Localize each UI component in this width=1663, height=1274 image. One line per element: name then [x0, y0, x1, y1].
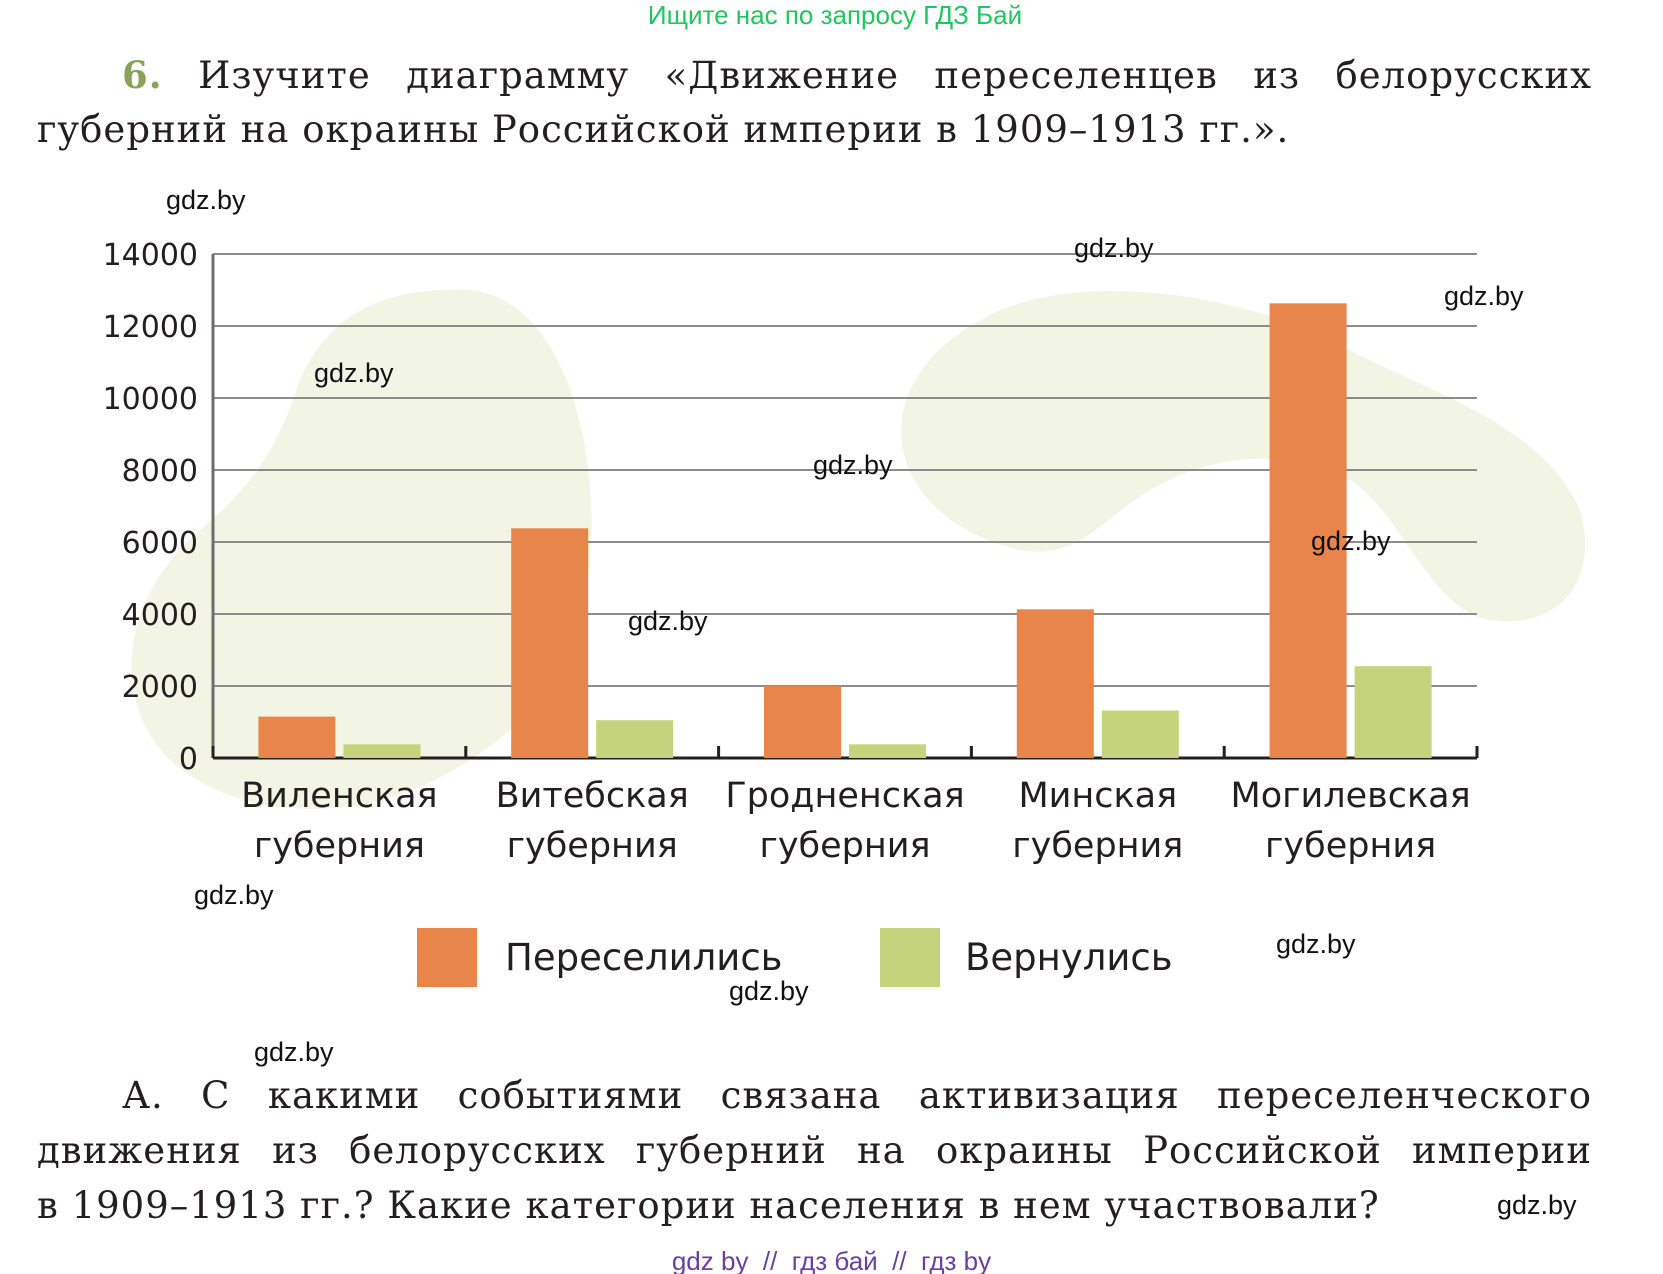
y-tick-label: 8000: [122, 454, 198, 489]
header-watermark: Ищите нас по запросу ГДЗ Бай: [647, 0, 1023, 30]
bar-resettled: [1016, 609, 1094, 758]
watermark: gdz.by: [729, 976, 809, 1006]
watermark: gdz.by: [813, 450, 893, 480]
bar-returned: [596, 720, 674, 758]
y-tick-label: 10000: [103, 382, 198, 417]
x-category-label: губерния: [1012, 826, 1183, 866]
bar-resettled: [764, 686, 841, 758]
watermark: gdz.by: [166, 185, 246, 215]
chart: 0 2000 4000 6000 8000 10000 12000 14000 Виленска…: [103, 238, 1586, 987]
footer-watermark: gdz by // гдз бай // гдз by: [671, 1246, 992, 1274]
bar-returned: [1101, 710, 1179, 758]
y-tick-label: 14000: [103, 238, 198, 273]
task-line-1: 6. Изучите диаграмму «Движение переселен…: [37, 53, 1592, 97]
question-line-1: А. С какими событиями связана активизаци…: [37, 1074, 1592, 1117]
x-category-label: губерния: [1265, 826, 1436, 866]
y-tick-label: 6000: [122, 526, 198, 561]
watermark: gdz.by: [254, 1037, 334, 1067]
y-tick-label: 12000: [103, 310, 198, 345]
x-category-label: губерния: [254, 826, 425, 866]
bar-resettled: [258, 716, 336, 758]
x-category-label: губерния: [507, 826, 678, 866]
watermark: gdz.by: [1311, 526, 1391, 556]
legend-label: Вернулись: [965, 936, 1173, 979]
question-text: С какими событиями связана активизация п…: [201, 1074, 1592, 1117]
bar-resettled: [511, 528, 589, 758]
x-category-label: Могилевская: [1231, 776, 1471, 816]
task-number: 6.: [122, 53, 163, 97]
task-text: Изучите диаграмму «Движение переселенцев…: [198, 54, 1592, 97]
watermark: gdz.by: [314, 358, 394, 388]
question-line-2: движения из белорусских губерний на окра…: [37, 1129, 1592, 1172]
y-tick-label: 0: [179, 742, 198, 777]
watermark: gdz.by: [1444, 281, 1524, 311]
bar-resettled: [1269, 303, 1347, 758]
watermark: gdz.by: [1276, 929, 1356, 959]
bar-returned: [1354, 666, 1432, 758]
y-tick-label: 4000: [122, 598, 198, 633]
x-category-label: губерния: [759, 826, 930, 866]
x-category-label: Витебская: [496, 776, 689, 816]
task-line-2: губерний на окраины Российской империи в…: [37, 108, 1290, 151]
bar-returned: [849, 744, 926, 758]
legend-swatch-returned: [880, 928, 940, 987]
background-blob: [901, 291, 1586, 622]
watermark: gdz.by: [194, 880, 274, 910]
legend-label: Переселились: [505, 936, 782, 979]
background-blob: [131, 289, 592, 809]
y-tick-label: 2000: [122, 670, 198, 705]
watermark: gdz.by: [628, 606, 708, 636]
x-category-label: Минская: [1018, 776, 1177, 816]
bar-returned: [343, 744, 421, 758]
question-line-3: в 1909–1913 гг.? Какие категории населен…: [37, 1184, 1380, 1227]
legend-swatch-resettled: [417, 928, 477, 987]
x-category-label: Виленская: [241, 776, 437, 816]
watermark: gdz.by: [1074, 233, 1154, 263]
question-letter: А.: [122, 1074, 164, 1117]
x-category-label: Гродненская: [725, 776, 964, 816]
watermark: gdz.by: [1497, 1190, 1577, 1220]
